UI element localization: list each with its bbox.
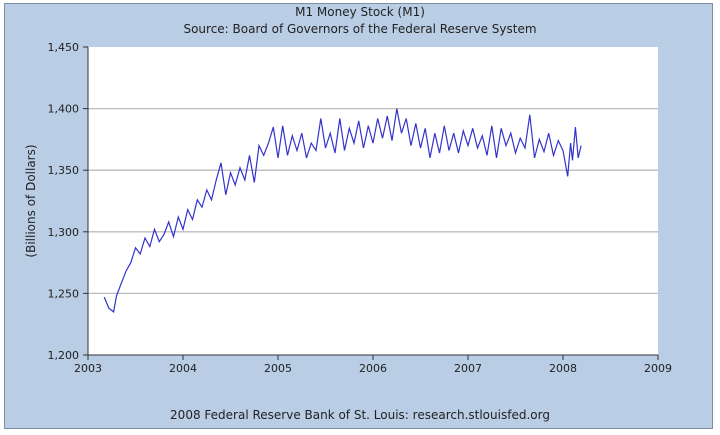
y-tick-label: 1,400	[48, 103, 80, 116]
series-line	[103, 108, 582, 313]
x-tick-label: 2007	[454, 362, 482, 375]
x-tick-label: 2005	[264, 362, 292, 375]
y-tick-label: 1,450	[48, 41, 80, 54]
chart-footer: 2008 Federal Reserve Bank of St. Louis: …	[170, 408, 550, 422]
x-tick-label: 2003	[74, 362, 102, 375]
x-tick-label: 2008	[549, 362, 577, 375]
y-tick-label: 1,350	[48, 164, 80, 177]
plot-area	[88, 47, 658, 355]
x-tick-label: 2004	[169, 362, 197, 375]
chart-subtitle: Source: Board of Governors of the Federa…	[183, 22, 537, 36]
y-axis-label: (Billions of Dollars)	[24, 144, 38, 257]
y-tick-label: 1,200	[48, 349, 80, 362]
chart-title: M1 Money Stock (M1)	[295, 5, 425, 19]
x-tick-label: 2009	[644, 362, 672, 375]
y-tick-label: 1,300	[48, 226, 80, 239]
x-tick-label: 2006	[359, 362, 387, 375]
y-tick-label: 1,250	[48, 287, 80, 300]
